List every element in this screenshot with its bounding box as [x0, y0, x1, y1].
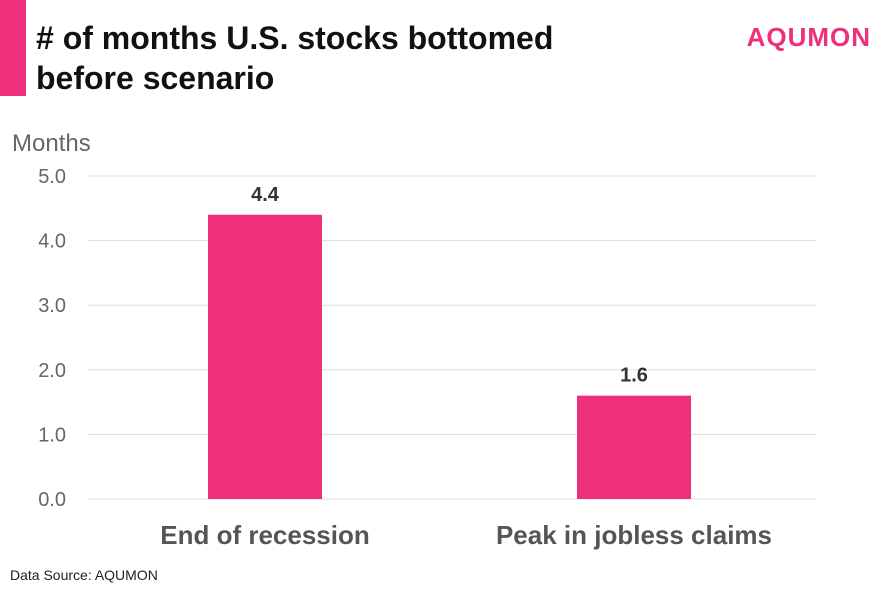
title-accent-bar — [0, 0, 26, 96]
bar-data-label: 4.4 — [251, 184, 280, 206]
y-tick-label: 2.0 — [38, 360, 66, 382]
y-tick-label: 5.0 — [38, 166, 66, 188]
data-source-note: Data Source: AQUMON — [10, 567, 158, 583]
y-tick-label: 3.0 — [38, 295, 66, 317]
brand-logo: AQUMON — [746, 22, 871, 52]
bar-data-label: 1.6 — [620, 365, 648, 387]
x-category-label: Peak in jobless claims — [496, 520, 772, 550]
bar — [577, 395, 691, 499]
y-tick-label: 0.0 — [38, 489, 66, 511]
y-tick-label: 1.0 — [38, 424, 66, 446]
y-axis-label: Months — [12, 130, 91, 157]
bar — [208, 214, 322, 499]
x-category-label: End of recession — [160, 520, 370, 550]
chart-title: # of months U.S. stocks bottomed before … — [36, 20, 554, 96]
y-tick-label: 4.0 — [38, 231, 66, 253]
